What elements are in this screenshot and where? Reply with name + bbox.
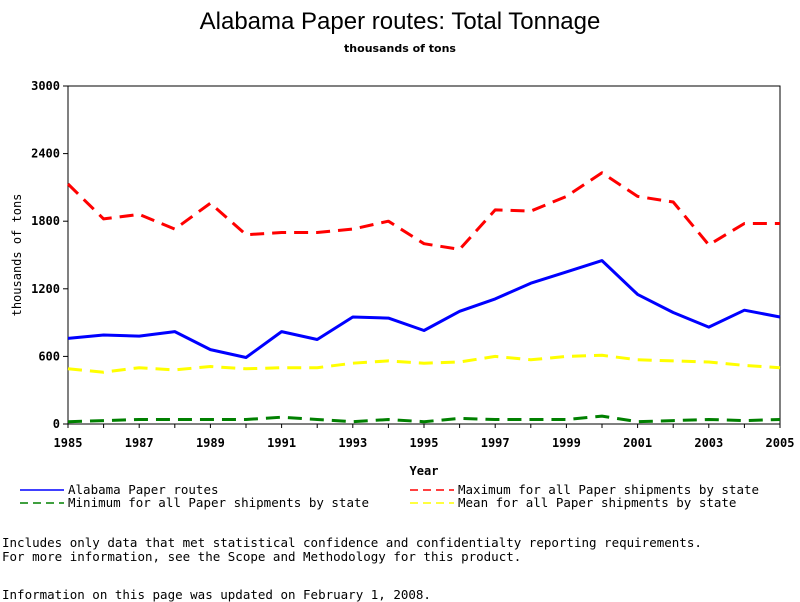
footnote-confidence: Includes only data that met statistical … — [2, 535, 702, 550]
x-tick-label: 1989 — [196, 436, 225, 450]
x-tick-label: 1987 — [125, 436, 154, 450]
x-tick-label: 1997 — [481, 436, 510, 450]
y-axis-label: thousands of tons — [10, 194, 24, 317]
x-tick-label: 2005 — [766, 436, 795, 450]
y-tick-label: 3000 — [31, 79, 60, 93]
y-tick-label: 2400 — [31, 147, 60, 161]
legend-label-0: Alabama Paper routes — [68, 482, 219, 497]
x-tick-label: 1993 — [338, 436, 367, 450]
x-axis-label: Year — [410, 464, 439, 478]
legend-label-3: Mean for all Paper shipments by state — [458, 495, 736, 510]
chart-title: Alabama Paper routes: Total Tonnage — [199, 8, 601, 35]
chart-subtitle: thousands of tons — [344, 42, 456, 55]
x-tick-label: 1985 — [54, 436, 83, 450]
series-line-1 — [66, 171, 780, 251]
series-line-0 — [67, 259, 781, 359]
legend-label-2: Minimum for all Paper shipments by state — [68, 495, 369, 510]
y-tick-label: 0 — [53, 417, 60, 431]
y-tick-label: 600 — [38, 349, 60, 363]
x-tick-label: 2001 — [623, 436, 652, 450]
series-line-2 — [67, 414, 781, 424]
footnote-methodology: For more information, see the Scope and … — [2, 549, 522, 564]
legend-label-1: Maximum for all Paper shipments by state — [458, 482, 759, 497]
series-line-3 — [67, 353, 781, 374]
x-tick-label: 1995 — [410, 436, 439, 450]
x-tick-label: 1999 — [552, 436, 581, 450]
line-chart: 0 600 1200 1800 2400 3000 1985 1987 1989 1991 1993… — [10, 79, 795, 510]
x-tick-label: 1991 — [267, 436, 296, 450]
footnote-updated: Information on this page was updated on … — [2, 587, 431, 602]
y-tick-label: 1800 — [31, 214, 60, 228]
x-tick-label: 2003 — [694, 436, 723, 450]
y-tick-label: 1200 — [31, 282, 60, 296]
plot-frame — [67, 85, 781, 425]
